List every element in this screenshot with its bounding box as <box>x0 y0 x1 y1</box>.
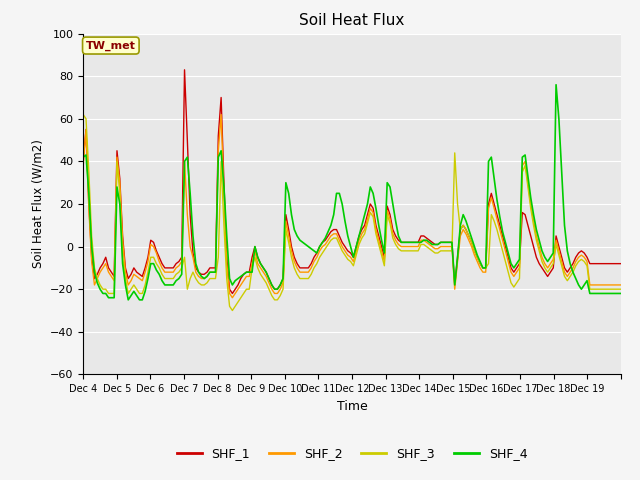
Legend: SHF_1, SHF_2, SHF_3, SHF_4: SHF_1, SHF_2, SHF_3, SHF_4 <box>172 442 532 465</box>
SHF_2 <box>228 295 236 300</box>
SHF_3 <box>228 308 236 313</box>
SHF_1 <box>617 261 625 266</box>
Y-axis label: Soil Heat Flux (W/m2): Soil Heat Flux (W/m2) <box>31 140 44 268</box>
SHF_4 <box>79 154 87 160</box>
SHF_3 <box>305 276 312 281</box>
SHF_4 <box>552 82 560 87</box>
SHF_1 <box>392 233 399 239</box>
SHF_4 <box>353 244 360 250</box>
X-axis label: Time: Time <box>337 400 367 413</box>
Line: SHF_3: SHF_3 <box>83 115 621 311</box>
Line: SHF_4: SHF_4 <box>83 84 621 300</box>
Title: Soil Heat Flux: Soil Heat Flux <box>300 13 404 28</box>
SHF_2 <box>217 112 225 118</box>
SHF_1 <box>423 235 431 241</box>
SHF_1 <box>180 67 188 72</box>
SHF_4 <box>305 244 312 250</box>
SHF_3 <box>79 112 87 118</box>
SHF_4 <box>420 237 428 243</box>
SHF_2 <box>355 237 363 243</box>
SHF_3 <box>144 269 152 275</box>
Line: SHF_2: SHF_2 <box>83 115 621 298</box>
SHF_1 <box>228 290 236 296</box>
SHF_1 <box>301 265 309 271</box>
SHF_4 <box>389 201 397 207</box>
SHF_1 <box>355 233 363 239</box>
SHF_3 <box>353 252 360 258</box>
SHF_4 <box>124 297 132 303</box>
SHF_4 <box>299 240 307 245</box>
SHF_4 <box>617 290 625 296</box>
SHF_3 <box>389 235 397 241</box>
SHF_2 <box>307 265 315 271</box>
SHF_2 <box>423 240 431 245</box>
SHF_2 <box>392 237 399 243</box>
SHF_2 <box>301 269 309 275</box>
SHF_1 <box>307 261 315 266</box>
SHF_1 <box>79 158 87 164</box>
SHF_2 <box>79 163 87 168</box>
Line: SHF_1: SHF_1 <box>83 70 621 293</box>
SHF_1 <box>144 254 152 260</box>
SHF_2 <box>144 259 152 264</box>
SHF_2 <box>617 282 625 288</box>
SHF_3 <box>299 276 307 281</box>
Text: TW_met: TW_met <box>86 40 136 51</box>
SHF_4 <box>147 261 155 266</box>
SHF_3 <box>617 286 625 292</box>
SHF_3 <box>420 241 428 247</box>
